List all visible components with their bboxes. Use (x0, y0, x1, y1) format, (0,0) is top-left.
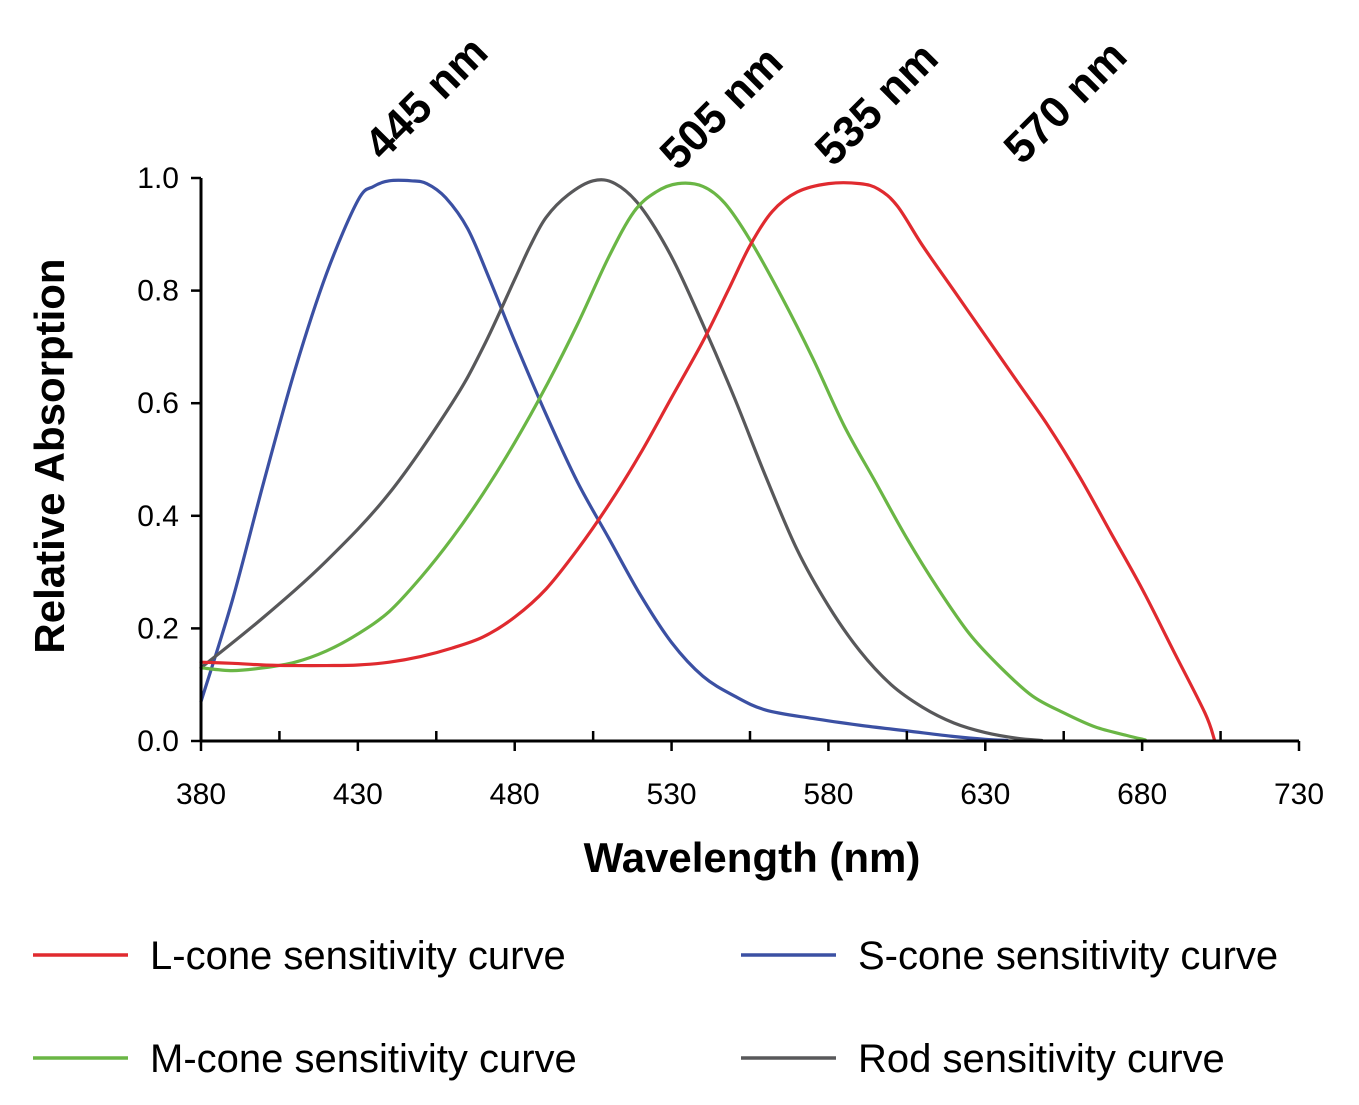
legend-item-m-cone: M-cone sensitivity curve (33, 1037, 577, 1081)
y-axis-title: Relative Absorption (26, 258, 73, 653)
x-axis-title: Wavelength (nm) (584, 834, 921, 881)
legend-label-l-cone: L-cone sensitivity curve (150, 934, 566, 978)
series-line-s-cone-sensitivity-curve (199, 178, 1009, 743)
series-line-m-cone-sensitivity-curve (199, 181, 1147, 742)
y-tick-label: 0.0 (137, 725, 179, 758)
legend-label-s-cone: S-cone sensitivity curve (858, 934, 1278, 978)
legend-item-rod: Rod sensitivity curve (741, 1037, 1225, 1081)
y-tick-label: 0.2 (137, 612, 179, 645)
peak-annotation-505: 505 nm (651, 37, 793, 179)
legend-label-rod: Rod sensitivity curve (858, 1037, 1225, 1081)
peak-annotation-570: 570 nm (995, 31, 1137, 173)
legend-label-m-cone: M-cone sensitivity curve (150, 1037, 577, 1081)
y-tick-label: 0.8 (137, 275, 179, 308)
x-tick-label: 680 (1117, 778, 1167, 811)
x-tick-label: 380 (176, 778, 226, 811)
x-tick-label: 730 (1274, 778, 1324, 811)
legend-item-l-cone: L-cone sensitivity curve (33, 934, 566, 978)
x-tick-label: 630 (960, 778, 1010, 811)
series-line-l-cone-sensitivity-curve (199, 181, 1216, 741)
legend-item-s-cone: S-cone sensitivity curve (741, 934, 1278, 978)
peak-annotation-535: 535 nm (806, 33, 948, 175)
x-tick-label: 580 (803, 778, 853, 811)
series-layer (199, 178, 1216, 743)
x-tick-label: 480 (490, 778, 540, 811)
x-tick-label: 530 (647, 778, 697, 811)
y-tick-label: 0.4 (137, 500, 179, 533)
x-tick-label: 430 (333, 778, 383, 811)
axes-layer: 0.0 0.2 0.4 0.6 0.8 1.0 380 430 480 530 580 630 680 7… (137, 162, 1324, 811)
legend: L-cone sensitivity curve S-cone sensitiv… (33, 934, 1278, 1081)
y-tick-label: 1.0 (137, 162, 179, 195)
series-line-rod-sensitivity-curve (199, 178, 1044, 743)
y-tick-label: 0.6 (137, 387, 179, 420)
peak-annotation-445: 445 nm (355, 27, 497, 169)
labels-layer: 445 nm 505 nm 535 nm 570 nm (355, 27, 1136, 179)
